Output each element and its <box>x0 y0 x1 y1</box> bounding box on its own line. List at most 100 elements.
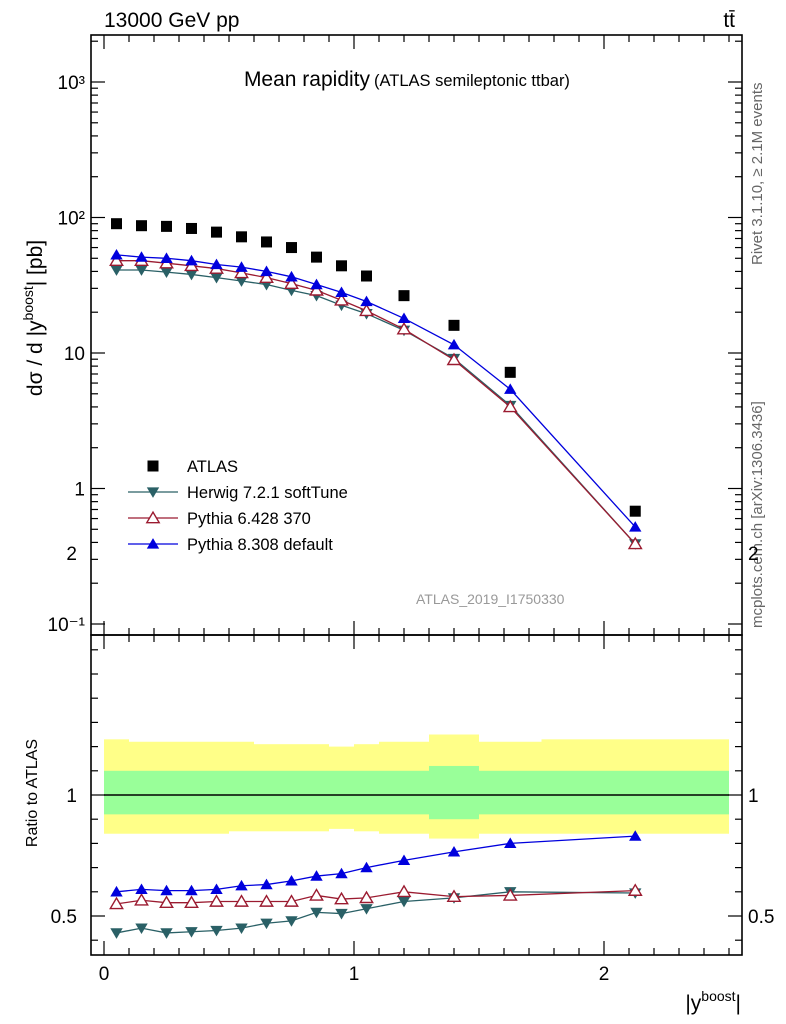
ratio-point <box>629 830 642 841</box>
series-atlas <box>111 218 641 517</box>
uncertainty-band-inner <box>429 765 479 820</box>
ratio-point <box>285 875 298 886</box>
ratio-point <box>110 885 123 897</box>
legend-label: Pythia 6.428 370 <box>187 510 311 528</box>
data-point <box>160 267 173 279</box>
data-point <box>310 278 323 290</box>
data-point <box>284 276 299 289</box>
main-y-tick-label: 10³ <box>58 73 85 94</box>
ratio-y-axis-label: Ratio to ATLAS <box>24 739 41 847</box>
uncertainty-band-inner <box>229 770 254 815</box>
data-point <box>259 270 274 283</box>
data-point <box>396 321 412 335</box>
main-subtitle: (ATLAS semileptonic ttbar) <box>374 72 570 90</box>
uncertainty-band-inner <box>104 770 129 815</box>
ratio-point <box>309 888 324 901</box>
ratio-point <box>284 894 299 907</box>
ratio-point <box>285 916 298 927</box>
data-point <box>109 253 124 267</box>
legend-label: ATLAS <box>187 458 238 476</box>
ratio-point <box>260 918 273 930</box>
ratio-series-pythia-8-308-default <box>110 830 642 897</box>
data-point <box>185 269 198 281</box>
legend-label: Pythia 8.308 default <box>187 536 333 554</box>
uncertainty-band-inner <box>129 770 154 815</box>
data-point <box>397 312 411 324</box>
legend: ATLAS Herwig 7.2.1 softTune Pythia 6.428 3… <box>128 458 348 554</box>
data-point <box>359 303 374 317</box>
uncertainty-band-inner <box>254 770 279 815</box>
data-point <box>336 260 347 272</box>
ratio-point <box>260 878 273 890</box>
uncertainty-band-inner <box>204 770 229 815</box>
ratio-point <box>360 904 373 915</box>
data-point <box>398 290 410 302</box>
uncertainty-band-inner <box>304 770 329 815</box>
x-tick-label: 2 <box>599 964 610 985</box>
ratio-point <box>627 883 643 896</box>
series-pythia-8-308-default <box>110 248 642 532</box>
ratio-point <box>335 908 348 920</box>
data-point <box>136 220 147 232</box>
ratio-point <box>185 927 198 938</box>
data-point <box>235 276 248 287</box>
ratio-point <box>502 888 518 901</box>
ratio-point <box>134 892 149 906</box>
ratio-point <box>160 928 173 939</box>
legend-entry: Pythia 8.308 default <box>128 536 333 554</box>
svg-text:dσ / d |yboost| [pb]: dσ / d |yboost| [pb] <box>20 240 47 396</box>
data-point <box>360 295 373 307</box>
ratio-point <box>210 925 223 937</box>
ratio-y-tick-label-left: 2 <box>66 544 77 565</box>
ratio-point <box>334 891 349 905</box>
data-point <box>361 270 372 282</box>
ratio-point <box>259 894 274 907</box>
data-point <box>211 226 222 238</box>
main-y-tick-label: 10⁻¹ <box>48 615 86 636</box>
ratio-y-tick-label-left: 0.5 <box>51 907 77 928</box>
data-point <box>235 261 248 272</box>
series-pythia-6-428-370 <box>109 253 643 550</box>
data-point <box>186 222 197 234</box>
ratio-point <box>234 894 249 907</box>
ratio-point <box>109 896 124 910</box>
ratio-point <box>360 861 373 873</box>
ratio-point <box>184 895 199 909</box>
data-point <box>309 283 324 296</box>
legend-entry: ATLAS <box>147 458 238 476</box>
ratio-point <box>135 883 148 895</box>
data-point <box>161 220 172 232</box>
ratio-y-tick-label-left: 1 <box>66 786 77 807</box>
ratio-point <box>335 867 348 879</box>
data-point <box>111 218 122 230</box>
legend-label: Herwig 7.2.1 softTune <box>187 484 348 502</box>
data-point <box>502 399 518 413</box>
main-title: Mean rapidity <box>244 68 371 91</box>
ratio-point <box>396 884 412 898</box>
ratio-point <box>235 923 248 934</box>
main-y-tick-label: 10 <box>64 344 85 365</box>
ratio-line <box>116 835 636 893</box>
main-y-tick-label: 1 <box>74 480 85 501</box>
ratio-point <box>447 845 461 857</box>
ratio-point <box>310 907 323 919</box>
data-point <box>261 236 272 248</box>
data-point <box>504 366 516 378</box>
ratio-point <box>310 870 323 881</box>
ratio-point <box>235 879 248 891</box>
data-point <box>210 272 223 284</box>
data-point <box>504 383 517 394</box>
ratio-point <box>209 894 224 907</box>
x-tick-label: 0 <box>99 964 110 985</box>
ratio-point <box>446 889 462 902</box>
data-point <box>446 352 462 366</box>
data-point <box>334 292 349 306</box>
mcplots-reference-text: mcplots.cern.ch [arXiv:1306.3436] <box>749 401 766 628</box>
legend-entry: Pythia 6.428 370 <box>128 510 311 528</box>
ratio-point <box>159 895 174 909</box>
ratio-panel: 0.5 0.5 1 1 2 2 0 1 2 Ratio to ATLAS |yboost| <box>24 544 774 1015</box>
x-tick-label: 1 <box>349 964 360 985</box>
ratio-point <box>160 884 173 896</box>
watermark: ATLAS_2019_I1750330 <box>416 591 565 607</box>
